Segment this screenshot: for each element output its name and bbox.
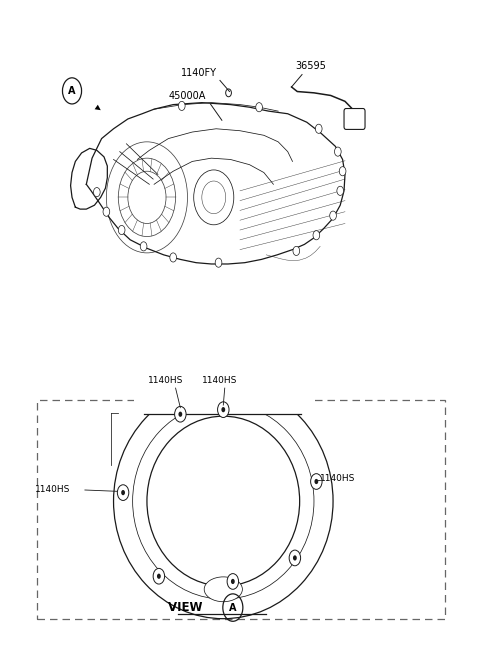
Text: 1140HS: 1140HS — [202, 377, 238, 386]
Circle shape — [117, 485, 129, 501]
Circle shape — [293, 247, 300, 255]
Circle shape — [157, 573, 161, 579]
Text: VIEW: VIEW — [168, 601, 206, 614]
Circle shape — [226, 89, 231, 96]
Circle shape — [330, 211, 336, 220]
Circle shape — [179, 101, 185, 110]
Circle shape — [335, 147, 341, 156]
Circle shape — [103, 207, 110, 216]
Circle shape — [118, 226, 125, 235]
Bar — [37, 400, 445, 619]
Circle shape — [121, 490, 125, 495]
Circle shape — [94, 188, 100, 197]
Circle shape — [313, 231, 320, 240]
Circle shape — [256, 102, 263, 112]
Text: 1140FY: 1140FY — [181, 68, 217, 78]
Text: 36595: 36595 — [295, 61, 326, 72]
Ellipse shape — [132, 403, 314, 599]
Circle shape — [221, 407, 225, 412]
Circle shape — [231, 579, 235, 584]
Circle shape — [311, 474, 322, 489]
Bar — [134, 375, 311, 414]
Circle shape — [170, 253, 177, 262]
FancyBboxPatch shape — [344, 108, 365, 129]
Text: A: A — [68, 86, 76, 96]
Text: 1140HS: 1140HS — [35, 485, 71, 495]
Circle shape — [179, 411, 182, 417]
Circle shape — [314, 479, 318, 484]
Circle shape — [175, 406, 186, 422]
Ellipse shape — [204, 577, 242, 602]
Circle shape — [217, 402, 229, 417]
Circle shape — [153, 568, 165, 584]
Circle shape — [227, 573, 239, 589]
Text: 1140HS: 1140HS — [320, 474, 356, 483]
Text: A: A — [229, 603, 237, 613]
Circle shape — [339, 167, 346, 176]
Ellipse shape — [114, 384, 333, 619]
Ellipse shape — [147, 416, 300, 586]
Circle shape — [337, 186, 344, 195]
Circle shape — [289, 550, 300, 565]
Circle shape — [215, 258, 222, 267]
Circle shape — [140, 242, 147, 251]
Text: 1140HS: 1140HS — [148, 377, 184, 386]
Circle shape — [293, 556, 297, 560]
Text: 45000A: 45000A — [169, 91, 206, 101]
Circle shape — [315, 124, 322, 133]
